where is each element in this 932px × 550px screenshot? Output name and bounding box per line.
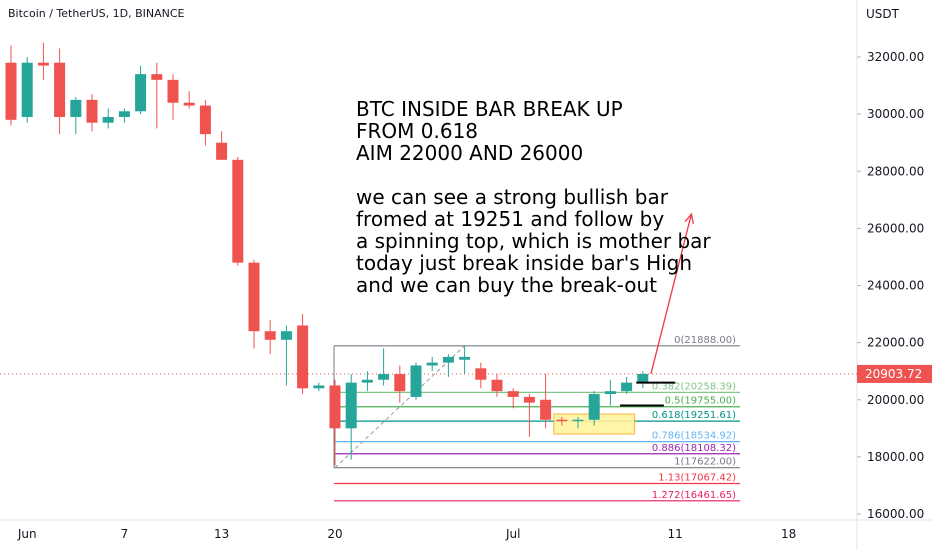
fib-level-label: 1.13(17067.42) <box>658 473 736 484</box>
candle-body <box>604 391 616 395</box>
candle-body <box>410 365 422 397</box>
annotation-body-4: today just break inside bar's High <box>356 251 693 275</box>
candle-body <box>167 79 179 103</box>
fib-level-label: 0.382(20258.39) <box>652 381 736 392</box>
fib-level-label: 0.5(19755.00) <box>665 396 737 407</box>
candle-body <box>394 374 406 392</box>
candle-body <box>135 74 147 112</box>
x-tick-label: 7 <box>121 527 129 541</box>
candle-body <box>378 374 390 380</box>
projection-arrow-head <box>684 212 695 225</box>
y-tick-label: 22000.00 <box>867 336 924 350</box>
x-tick-label: 18 <box>781 527 796 541</box>
annotation-body-5: and we can buy the break-out <box>356 273 657 297</box>
y-tick-label: 16000.00 <box>867 507 924 521</box>
candle-body <box>54 62 66 117</box>
candle-body <box>313 385 325 389</box>
y-tick-label: 24000.00 <box>867 279 924 293</box>
fib-level-label: 0(21888.00) <box>674 335 736 346</box>
candle-body <box>264 331 276 340</box>
annotation-headline-1: BTC INSIDE BAR BREAK UP <box>356 97 623 121</box>
x-tick-label: 11 <box>668 527 683 541</box>
annotation-body-1: we can see a strong bullish bar <box>356 185 668 209</box>
candle-body <box>216 142 228 160</box>
candle-body <box>345 382 357 429</box>
x-tick-label: 20 <box>327 527 342 541</box>
annotation-body-3: a spinning top, which is mother bar <box>356 229 711 253</box>
candle-body <box>329 385 341 429</box>
pair-title: Bitcoin / TetherUS, 1D, BINANCE <box>8 7 185 20</box>
last-price-value: 20903.72 <box>865 367 922 381</box>
fib-level-label: 0.886(18108.32) <box>652 443 736 454</box>
candle-body <box>491 379 503 392</box>
candle-body <box>21 62 33 117</box>
annotation-body-2: fromed at 19251 and follow by <box>356 207 665 231</box>
candle-body <box>102 116 114 123</box>
y-tick-label: 28000.00 <box>867 164 924 178</box>
fib-level-label: 0.618(19251.61) <box>652 410 736 421</box>
candle-body <box>459 356 471 360</box>
candle-body <box>151 74 163 80</box>
candle-body <box>588 394 600 420</box>
candle-body <box>280 331 292 340</box>
candle-body <box>523 396 535 403</box>
candle-body <box>621 382 633 392</box>
y-tick-label: 32000.00 <box>867 50 924 64</box>
candle-body <box>507 391 519 397</box>
fib-level-label: 1(17622.00) <box>674 457 736 468</box>
last-price-tag <box>857 364 932 383</box>
candle-body <box>118 111 130 117</box>
candle-body <box>248 262 260 332</box>
y-tick-label: 26000.00 <box>867 221 924 235</box>
candle-body <box>5 62 17 120</box>
candle-body <box>183 102 195 106</box>
x-tick-label: Jun <box>17 527 37 541</box>
candle-body <box>361 379 373 383</box>
candle-body <box>475 368 487 380</box>
candle-body <box>426 362 438 366</box>
candle-body <box>540 399 552 420</box>
candle-body <box>70 99 82 117</box>
y-tick-label: 30000.00 <box>867 107 924 121</box>
annotation-text: BTC INSIDE BAR BREAK UP FROM 0.618 AIM 2… <box>356 98 711 296</box>
candle-body <box>297 325 309 389</box>
candle-body <box>232 159 244 263</box>
candle-body <box>37 62 49 66</box>
y-tick-label: 20000.00 <box>867 393 924 407</box>
projection-arrow <box>650 213 693 375</box>
x-tick-label: 13 <box>214 527 229 541</box>
candle-body <box>442 356 454 363</box>
candle-body <box>199 105 211 135</box>
candle-body <box>556 419 568 422</box>
fib-level-label: 0.786(18534.92) <box>652 431 736 442</box>
candle-body <box>572 419 584 422</box>
fib-trend-line <box>334 345 465 469</box>
candle-body <box>637 373 649 383</box>
axis-unit: USDT <box>866 7 899 21</box>
y-tick-label: 18000.00 <box>867 450 924 464</box>
annotation-headline-3: AIM 22000 AND 26000 <box>356 141 584 165</box>
fib-level-label: 1.272(16461.65) <box>652 490 736 501</box>
annotation-headline-2: FROM 0.618 <box>356 119 479 143</box>
candle-body <box>86 99 98 123</box>
x-tick-label: Jul <box>505 527 520 541</box>
